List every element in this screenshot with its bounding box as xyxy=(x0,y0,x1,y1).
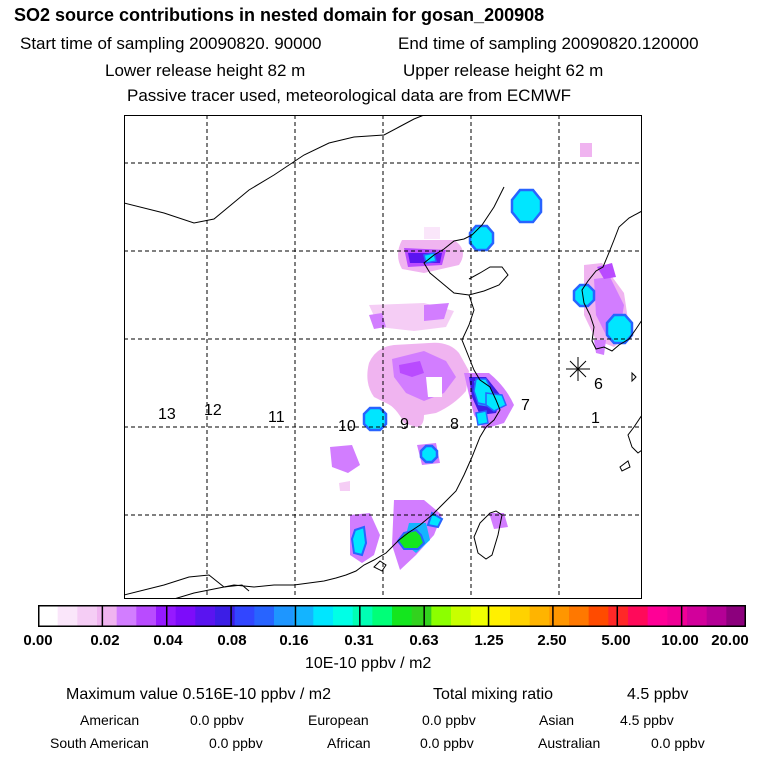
colorbar-swatch xyxy=(116,605,137,627)
colorbar-swatch xyxy=(628,605,649,627)
colorbar-swatch xyxy=(254,605,275,627)
colorbar-tick: 0.04 xyxy=(153,632,183,649)
colorbar-swatch xyxy=(569,605,590,627)
colorbar-swatch xyxy=(706,605,727,627)
max-value-label: Maximum value 0.516E-10 ppbv / m2 xyxy=(66,686,332,703)
region-value: 0.0 ppbv xyxy=(209,735,263,751)
tracer-note: Passive tracer used, meteorological data… xyxy=(127,86,572,105)
page-title: SO2 source contributions in nested domai… xyxy=(14,5,545,25)
colorbar-tick: 20.00 xyxy=(711,632,749,649)
colorbar-swatch xyxy=(411,605,432,627)
colorbar-swatch xyxy=(274,605,295,627)
colorbar-swatch xyxy=(687,605,708,627)
plume-patches xyxy=(330,143,630,570)
colorbar-swatch xyxy=(529,605,550,627)
end-time-label: End time of sampling 20090820.120000 xyxy=(398,34,699,53)
colorbar-tick: 0.00 xyxy=(23,632,53,649)
total-mixing-label: Total mixing ratio xyxy=(433,686,554,703)
hotspots xyxy=(350,188,634,557)
colorbar-swatch xyxy=(588,605,609,627)
colorbar-swatch xyxy=(293,605,314,627)
colorbar-tick: 0.02 xyxy=(90,632,120,649)
region-name: Asian xyxy=(539,712,575,728)
colorbar-swatch xyxy=(549,605,570,627)
zone-label: 12 xyxy=(204,402,222,419)
region-value: 0.0 ppbv xyxy=(651,735,705,751)
colorbar-tick: 5.00 xyxy=(601,632,631,649)
colorbar-tick: 0.16 xyxy=(279,632,309,649)
colorbar-swatch xyxy=(372,605,393,627)
total-mixing-value: 4.5 ppbv xyxy=(627,686,689,703)
colorbar-swatch xyxy=(215,605,236,627)
zone-label: 13 xyxy=(158,406,176,423)
region-name: European xyxy=(308,712,369,728)
colorbar-swatch xyxy=(470,605,491,627)
zone-label: 1 xyxy=(591,410,600,427)
colorbar-tick: 0.63 xyxy=(409,632,439,649)
upper-release-label: Upper release height 62 m xyxy=(403,61,604,80)
colorbar-tick: 1.25 xyxy=(474,632,504,649)
colorbar-swatch xyxy=(195,605,216,627)
colorbar-swatch xyxy=(77,605,98,627)
grid-lines xyxy=(124,115,642,599)
colorbar-swatch xyxy=(175,605,196,627)
receptor-label: 6 xyxy=(594,376,603,393)
zone-label: 9 xyxy=(400,416,409,433)
colorbar-tick: 2.50 xyxy=(537,632,567,649)
colorbar-frame xyxy=(38,605,746,627)
zone-label: 10 xyxy=(338,418,356,435)
colorbar-tick: 10.00 xyxy=(661,632,699,649)
colorbar-swatch xyxy=(136,605,157,627)
receptor-star-icon xyxy=(566,357,590,381)
colorbar-swatch xyxy=(313,605,334,627)
colorbar-swatch xyxy=(57,605,78,627)
region-value: 0.0 ppbv xyxy=(420,735,474,751)
coastlines xyxy=(124,115,642,599)
colorbar-swatch xyxy=(431,605,452,627)
colorbar-swatch xyxy=(490,605,511,627)
colorbar-swatch xyxy=(352,605,373,627)
colorbar-swatch xyxy=(667,605,688,627)
region-value: 0.0 ppbv xyxy=(422,712,476,728)
colorbar-swatch xyxy=(38,605,59,627)
colorbar-swatch xyxy=(608,605,629,627)
colorbar-swatch xyxy=(510,605,531,627)
contribution-map xyxy=(124,115,642,599)
region-value: 0.0 ppbv xyxy=(190,712,244,728)
colorbar-swatch xyxy=(392,605,413,627)
colorbar-swatch xyxy=(333,605,354,627)
region-name: Australian xyxy=(538,735,601,751)
colorbar-swatch xyxy=(647,605,668,627)
zone-label: 7 xyxy=(521,397,530,414)
lower-release-label: Lower release height 82 m xyxy=(105,61,306,80)
start-time-label: Start time of sampling 20090820. 90000 xyxy=(20,34,322,53)
colorbar-swatch xyxy=(234,605,255,627)
map-frame xyxy=(124,115,642,599)
zone-label: 8 xyxy=(450,416,459,433)
colorbar-tick: 0.31 xyxy=(344,632,374,649)
zone-label: 11 xyxy=(268,409,285,426)
colorbar-swatch xyxy=(726,605,746,627)
colorbar-units: 10E-10 ppbv / m2 xyxy=(305,655,432,672)
region-name: African xyxy=(327,735,371,751)
region-name: South American xyxy=(50,735,149,751)
colorbar-swatch xyxy=(451,605,472,627)
colorbar-swatch xyxy=(97,605,118,627)
region-name: American xyxy=(80,712,140,728)
colorbar xyxy=(38,605,746,627)
region-value: 4.5 ppbv xyxy=(620,712,674,728)
colorbar-tick: 0.08 xyxy=(217,632,247,649)
